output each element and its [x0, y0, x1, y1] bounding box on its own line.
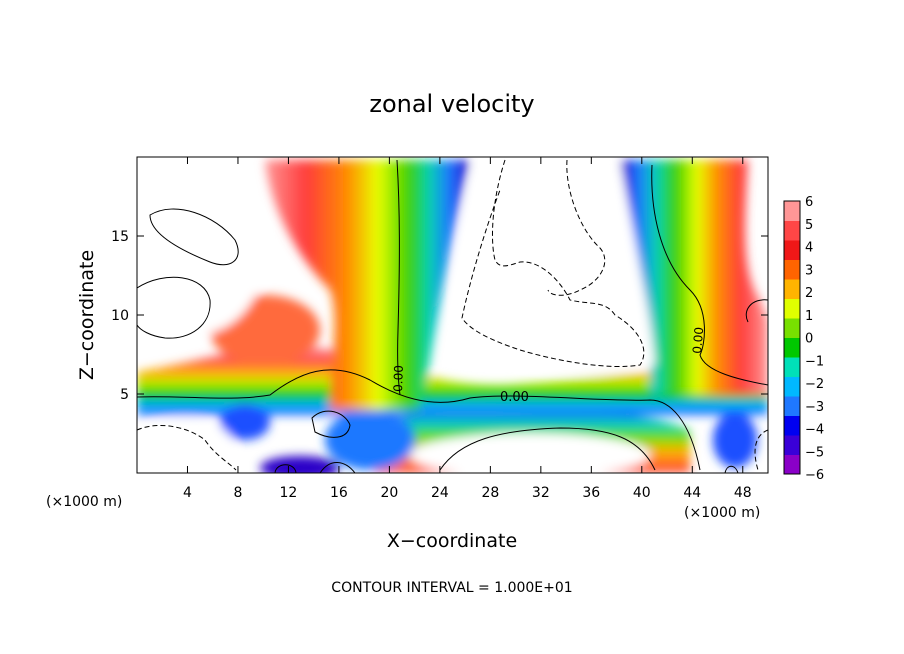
left-jet — [265, 160, 470, 410]
x-tick-label: 16 — [330, 485, 348, 501]
contour-zero-right — [651, 164, 768, 386]
y-tick-label: 10 — [111, 308, 129, 324]
colorbar-label: 6 — [805, 195, 813, 210]
x-tick-label: 40 — [633, 485, 651, 501]
contour-lines — [137, 159, 768, 473]
contour-dashed-lines — [137, 159, 768, 471]
x-tick-label: 8 — [233, 485, 242, 501]
right-jet — [620, 160, 768, 395]
contour-label: 0.00 — [500, 390, 529, 405]
colorbar-label: 1 — [805, 309, 813, 324]
bottom-left-calm — [137, 419, 233, 471]
colorbar-label: −6 — [805, 468, 824, 483]
colorbar-swatch — [784, 259, 800, 280]
x-tick-label: 24 — [431, 485, 449, 501]
lower-blue-bottom — [260, 456, 340, 473]
low-level-band — [137, 346, 768, 415]
contour-dashed-upper-middle — [461, 159, 645, 367]
x-axis-label: X−coordinate — [387, 530, 517, 552]
colorbar-label: 2 — [805, 286, 813, 301]
colorbar-swatch — [784, 435, 800, 455]
contour-label: 0.00 — [690, 326, 706, 354]
colorbar-label: −2 — [805, 377, 824, 392]
x-tick-label: 48 — [734, 485, 752, 501]
colorbar-label: −1 — [805, 354, 824, 369]
contour-bottom-solid — [439, 427, 656, 471]
colorbar-label: 4 — [805, 241, 813, 256]
contour-bottom-circle — [274, 464, 297, 473]
lower-blue-right — [713, 412, 757, 468]
bottom-calm — [410, 433, 650, 473]
contour-interval-footer: CONTOUR INTERVAL = 1.000E+01 — [331, 580, 572, 596]
contour-right-edge-loop — [745, 299, 768, 323]
colorbar-swatch — [784, 337, 800, 358]
colorbar-swatch — [784, 396, 800, 416]
y-axis-label: Z−coordinate — [76, 250, 98, 380]
y-tick-label: 15 — [111, 229, 129, 245]
x-unit-label-left: (×1000 m) — [46, 494, 122, 510]
colorbar-swatch — [784, 298, 800, 319]
colorbar-label: 0 — [805, 332, 813, 347]
upper-left-calm — [137, 175, 265, 335]
contour-mid-left-loop — [137, 276, 211, 339]
x-unit-label-right: (×1000 m) — [684, 505, 760, 521]
colorbar-swatch — [784, 240, 800, 260]
x-tick-label: 4 — [183, 485, 192, 501]
upper-middle-calm — [458, 160, 655, 372]
colorbar-label: −3 — [805, 400, 824, 415]
colorbar-swatch — [784, 279, 800, 299]
x-tick-label: 12 — [280, 485, 298, 501]
contour-zero-low-band — [137, 369, 701, 471]
colorbar-swatch — [784, 201, 800, 221]
contour-label: 0.00 — [391, 365, 406, 392]
colorbar-swatch — [784, 376, 800, 397]
colorbar-swatch — [784, 357, 800, 377]
colorbar-label: −4 — [805, 423, 824, 438]
contour-upper-left-loop — [149, 208, 239, 266]
x-tick-label: 36 — [582, 485, 600, 501]
x-tick-label: 20 — [380, 485, 398, 501]
colorbar-swatch — [784, 318, 800, 338]
y-axis-ticks: 5 10 15 — [111, 229, 768, 403]
contour-bottom-mid-loop — [319, 462, 356, 473]
x-tick-label: 44 — [683, 485, 701, 501]
contour-dashed-upper-right — [547, 159, 606, 296]
colorbar-swatch — [784, 454, 800, 475]
contour-field: 0.00 0.00 0.00 — [137, 157, 768, 473]
colorbar-swatch — [784, 415, 800, 436]
colorbar-label: 5 — [805, 218, 813, 233]
contour-zero-left-vertical — [396, 159, 401, 396]
lower-blue-mid — [325, 410, 415, 470]
contour-dashed-right-edge — [754, 429, 768, 471]
x-tick-label: 28 — [481, 485, 499, 501]
colorbar-label: 3 — [805, 263, 813, 278]
chart-title: zonal velocity — [369, 90, 534, 118]
contour-bottom-right-loop — [724, 465, 739, 473]
lower-blue-left — [220, 404, 270, 440]
x-axis-ticks: 4 8 12 16 20 24 28 32 36 40 44 48 — [183, 157, 752, 501]
colorbar-frame — [783, 200, 801, 475]
colorbar-label: −5 — [805, 445, 824, 460]
contour-dashed-lower-left — [137, 424, 237, 471]
contour-lower-left-cells — [311, 410, 351, 438]
y-tick-label: 5 — [120, 387, 129, 403]
colorbar: 6 5 4 3 2 1 0 −1 −2 −3 −4 −5 −6 — [783, 195, 824, 483]
colorbar-swatch — [784, 220, 800, 241]
x-tick-label: 32 — [532, 485, 550, 501]
